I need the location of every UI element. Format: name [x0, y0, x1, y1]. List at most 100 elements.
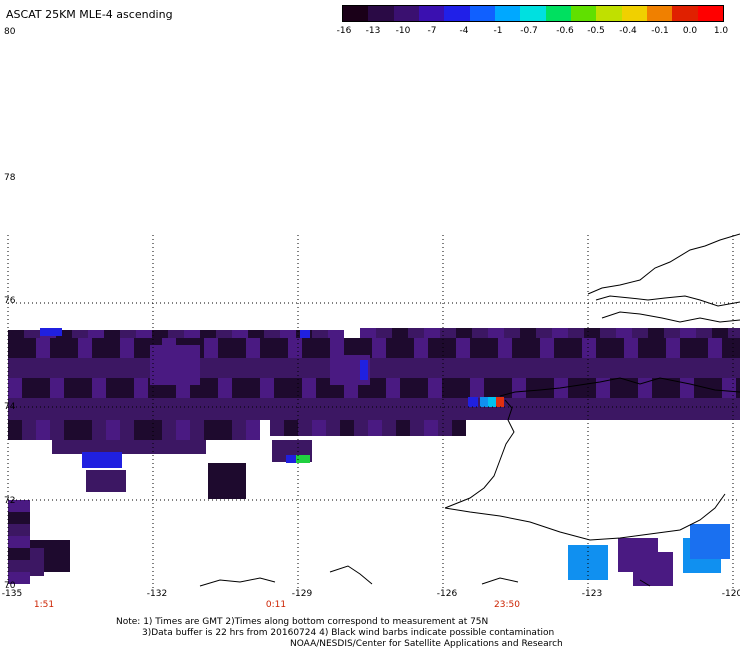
swath-cell	[120, 330, 136, 338]
swath-cell	[708, 358, 722, 378]
swath-cell	[392, 328, 408, 338]
swath-cell	[218, 378, 232, 398]
swath-cell	[204, 338, 218, 358]
swath-cell	[456, 338, 470, 358]
swath-cell	[218, 338, 232, 358]
lat-label: 70	[4, 581, 16, 591]
swath-cell	[162, 420, 176, 440]
swath-cell	[456, 398, 470, 420]
swath-cell	[52, 440, 66, 454]
swath-cell	[330, 398, 344, 420]
swath-cell	[568, 338, 582, 358]
swath-cell	[246, 420, 260, 440]
swath-cell	[456, 358, 470, 378]
swath-cell	[722, 358, 736, 378]
swath-cell	[512, 358, 526, 378]
swath-cell	[624, 358, 638, 378]
swath-cell	[168, 330, 184, 338]
lon-label: -129	[291, 589, 313, 599]
swath-cell	[50, 398, 64, 420]
swath-cell	[280, 330, 296, 338]
colorbar-segment	[494, 6, 521, 21]
swath-cell	[386, 338, 400, 358]
swath-cell	[582, 358, 596, 378]
swath-cell	[652, 338, 666, 358]
colorbar-label: -0.5	[587, 26, 605, 36]
data-swath	[8, 328, 740, 586]
swath-cell	[344, 338, 358, 358]
colorbar-label: -16	[336, 26, 352, 36]
swath-cell	[414, 358, 428, 378]
swath-cell	[286, 455, 296, 463]
colorbar-segment	[368, 6, 394, 21]
swath-cell	[136, 330, 152, 338]
swath-cell	[652, 398, 666, 420]
colorbar-labels: -16 -13 -10 -7 -4 -1 -0.7 -0.6 -0.5 -0.4 -0.1 0.0 1.…	[322, 26, 740, 38]
swath-cell	[610, 358, 624, 378]
swath-cell	[8, 330, 24, 338]
swath-cell	[104, 330, 120, 338]
swath-cell	[176, 398, 190, 420]
swath-cell	[610, 338, 624, 358]
swath-cell	[66, 440, 80, 454]
swath-cell	[648, 328, 664, 338]
swath-cell	[414, 378, 428, 398]
swath-cell	[638, 338, 652, 358]
swath-cell	[596, 358, 610, 378]
lat-label: 74	[4, 402, 16, 412]
swath-cell	[246, 358, 260, 378]
swath-cell	[40, 328, 62, 336]
lat-label: 72	[4, 496, 16, 506]
swath-cell	[218, 398, 232, 420]
colorbar-segment	[621, 6, 647, 21]
swath-cell	[568, 358, 582, 378]
swath-cell	[410, 420, 424, 436]
swath-cell	[596, 378, 610, 398]
colorbar-label: 0.0	[682, 26, 698, 36]
swath-cell	[106, 338, 120, 358]
colorbar-label: -4	[459, 26, 469, 36]
swath-cell	[8, 420, 22, 440]
swath-cell	[440, 328, 456, 338]
swath-cell	[344, 398, 358, 420]
colorbar-segment	[570, 6, 597, 21]
swath-cell	[456, 378, 470, 398]
swath-cell	[232, 420, 246, 440]
swath-cell	[584, 328, 600, 338]
swath-cell	[302, 398, 316, 420]
swath-cell	[540, 358, 554, 378]
swath-cell	[552, 328, 568, 338]
swath-cell	[82, 452, 122, 468]
swath-cell	[638, 358, 652, 378]
swath-cell	[106, 358, 120, 378]
swath-cell	[652, 358, 666, 378]
swath-cell	[596, 338, 610, 358]
lat-label: 80	[4, 27, 16, 37]
swath-cell	[8, 338, 22, 358]
swath-cell	[360, 360, 368, 380]
swath-cell	[488, 397, 496, 407]
swath-cell	[120, 338, 134, 358]
swath-cell	[316, 398, 330, 420]
swath-cell	[270, 420, 284, 436]
swath-cell	[354, 420, 368, 436]
swath-cell	[288, 378, 302, 398]
lon-label: -126	[436, 589, 458, 599]
colorbar-segment	[596, 6, 622, 21]
swath-cell	[204, 420, 218, 440]
swath-cell	[368, 420, 382, 436]
swath-cell	[204, 378, 218, 398]
lat-label: 78	[4, 173, 16, 183]
swath-cell	[340, 420, 354, 436]
colorbar-segment	[672, 6, 698, 21]
swath-cell	[192, 440, 206, 454]
swath-cell	[184, 330, 200, 338]
swath-cell	[246, 398, 260, 420]
swath-cell	[712, 328, 728, 338]
swath-cell	[30, 548, 44, 576]
swath-cell	[526, 398, 540, 420]
swath-cell	[452, 420, 466, 436]
swath-cell	[680, 338, 694, 358]
swath-cell	[164, 440, 178, 454]
